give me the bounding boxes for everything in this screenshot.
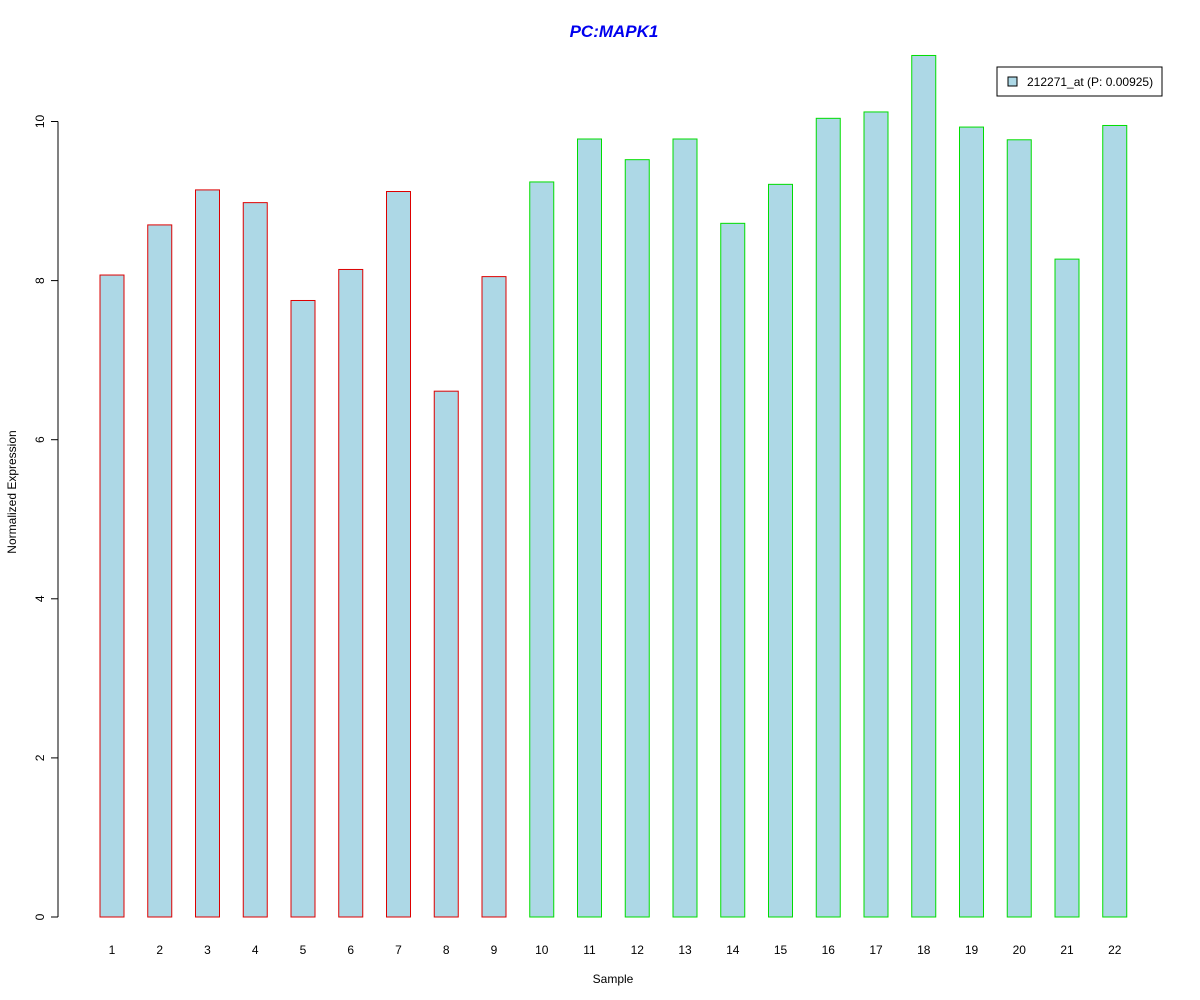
chart-title: PC:MAPK1 <box>570 22 659 41</box>
legend-label: 212271_at (P: 0.00925) <box>1027 75 1153 89</box>
bar-sample-14 <box>720 222 746 918</box>
x-tick-label: 20 <box>1013 943 1027 957</box>
x-tick-label: 2 <box>156 943 163 957</box>
bar-sample-17 <box>863 111 889 918</box>
legend-swatch <box>1007 76 1018 87</box>
x-tick-label: 11 <box>583 943 596 957</box>
x-tick-label: 15 <box>774 943 788 957</box>
y-tick-label: 0 <box>33 913 47 920</box>
x-tick-label: 8 <box>443 943 450 957</box>
x-tick-label: 3 <box>204 943 211 957</box>
bar-sample-7 <box>386 191 411 918</box>
bar-sample-3 <box>195 189 220 918</box>
x-tick-label: 7 <box>395 943 402 957</box>
x-tick-label: 10 <box>535 943 549 957</box>
y-axis: 0 2 4 6 8 10 <box>33 115 59 920</box>
bar-sample-4 <box>242 202 268 918</box>
legend-box <box>996 66 1163 97</box>
y-tick-label: 8 <box>33 277 47 284</box>
x-axis-labels: 1 2 3 4 5 6 7 8 9 10 11 12 13 14 15 16 17 18 19 20 21 22 <box>109 943 1122 957</box>
x-tick-label: 1 <box>109 943 116 957</box>
x-tick-label: 13 <box>678 943 692 957</box>
bar-sample-9 <box>481 276 507 918</box>
x-tick-label: 14 <box>726 943 740 957</box>
x-tick-label: 5 <box>300 943 307 957</box>
bar-sample-13 <box>672 138 698 918</box>
y-tick-label: 2 <box>33 754 47 761</box>
bar-sample-21 <box>1054 258 1080 918</box>
bar-sample-1 <box>99 274 125 918</box>
bar-sample-20 <box>1006 139 1032 918</box>
bar-sample-2 <box>147 224 173 918</box>
bar-sample-10 <box>529 181 555 918</box>
x-tick-label: 9 <box>491 943 498 957</box>
bar-sample-12 <box>624 159 650 918</box>
y-tick-label: 10 <box>33 115 47 129</box>
x-tick-label: 17 <box>869 943 883 957</box>
x-axis-title: Sample <box>593 972 634 986</box>
x-tick-label: 16 <box>822 943 836 957</box>
bar-sample-8 <box>433 390 459 918</box>
bar-sample-11 <box>577 138 602 918</box>
bar-sample-19 <box>959 126 984 918</box>
y-tick-label: 4 <box>33 595 47 602</box>
x-tick-label: 19 <box>965 943 979 957</box>
bar-sample-18 <box>911 54 937 918</box>
y-tick-label: 6 <box>33 436 47 443</box>
legend: 212271_at (P: 0.00925) <box>996 66 1163 97</box>
bar-sample-16 <box>815 117 841 918</box>
x-tick-label: 22 <box>1108 943 1122 957</box>
x-tick-label: 12 <box>631 943 645 957</box>
bar-sample-6 <box>338 268 364 918</box>
bar-sample-22 <box>1102 124 1128 918</box>
y-axis-title: Normalized Expression <box>5 430 19 553</box>
bar-sample-5 <box>290 299 316 918</box>
bars-group <box>99 54 1128 918</box>
x-tick-label: 6 <box>347 943 354 957</box>
bar-sample-15 <box>768 183 793 918</box>
x-tick-label: 18 <box>917 943 931 957</box>
x-tick-label: 21 <box>1060 943 1074 957</box>
x-tick-label: 4 <box>252 943 259 957</box>
